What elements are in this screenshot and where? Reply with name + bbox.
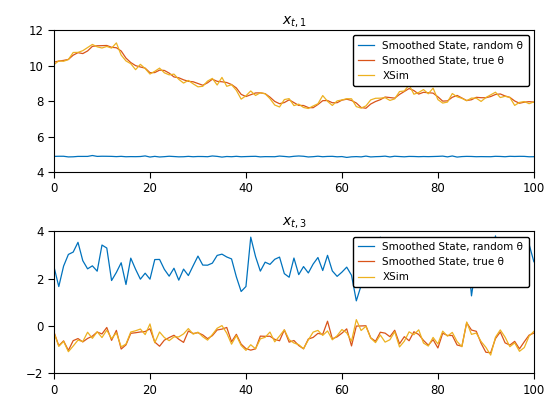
Line: Smoothed State, true θ: Smoothed State, true θ — [54, 321, 534, 353]
Smoothed State, true θ — [343, 97, 350, 102]
XSim — [420, 87, 427, 92]
Title: $x_{t,1}$: $x_{t,1}$ — [282, 15, 306, 30]
Line: Smoothed State, random θ: Smoothed State, random θ — [54, 236, 534, 301]
Smoothed State, true θ — [530, 100, 537, 105]
Smoothed State, true θ — [50, 60, 57, 65]
XSim — [84, 45, 91, 50]
Smoothed State, true θ — [276, 101, 283, 106]
XSim — [416, 327, 422, 332]
Smoothed State, random θ — [272, 257, 278, 262]
Smoothed State, random θ — [530, 259, 537, 264]
Smoothed State, true θ — [324, 319, 331, 324]
XSim — [50, 62, 57, 67]
Smoothed State, random θ — [396, 154, 403, 159]
Smoothed State, true θ — [391, 328, 398, 333]
XSim — [113, 40, 120, 45]
Smoothed State, random θ — [50, 154, 57, 159]
Line: XSim: XSim — [54, 320, 534, 355]
Smoothed State, true θ — [362, 106, 369, 111]
XSim — [353, 317, 360, 322]
Smoothed State, true θ — [84, 336, 91, 341]
Smoothed State, true θ — [50, 330, 57, 335]
Smoothed State, true θ — [416, 332, 422, 337]
Line: XSim: XSim — [54, 43, 534, 108]
Smoothed State, random θ — [343, 155, 350, 160]
Line: Smoothed State, random θ: Smoothed State, random θ — [54, 155, 534, 158]
Title: $x_{t,3}$: $x_{t,3}$ — [282, 216, 306, 231]
XSim — [391, 329, 398, 334]
XSim — [530, 329, 537, 334]
Smoothed State, random θ — [339, 270, 346, 275]
Smoothed State, random θ — [353, 298, 360, 303]
Smoothed State, random θ — [50, 264, 57, 269]
XSim — [272, 339, 278, 344]
Smoothed State, true θ — [343, 326, 350, 331]
Smoothed State, true θ — [420, 90, 427, 95]
XSim — [84, 330, 91, 335]
XSim — [50, 330, 57, 335]
Smoothed State, random θ — [276, 154, 283, 159]
Smoothed State, true θ — [84, 48, 91, 53]
XSim — [171, 334, 178, 339]
Smoothed State, random θ — [420, 154, 427, 159]
Smoothed State, random θ — [492, 234, 499, 239]
Smoothed State, random θ — [175, 154, 182, 159]
Smoothed State, true θ — [487, 350, 494, 355]
Line: Smoothed State, true θ: Smoothed State, true θ — [54, 45, 534, 108]
Legend: Smoothed State, random θ, Smoothed State, true θ, XSim: Smoothed State, random θ, Smoothed State… — [353, 35, 529, 86]
XSim — [276, 105, 283, 110]
XSim — [396, 89, 403, 94]
Smoothed State, random θ — [530, 154, 537, 159]
Smoothed State, random θ — [416, 267, 422, 272]
XSim — [339, 327, 346, 332]
XSim — [530, 100, 537, 105]
Smoothed State, random θ — [391, 265, 398, 270]
Smoothed State, random θ — [348, 154, 355, 159]
Smoothed State, true θ — [104, 43, 110, 48]
XSim — [348, 96, 355, 101]
Smoothed State, random θ — [84, 266, 91, 271]
Smoothed State, random θ — [89, 153, 96, 158]
XSim — [175, 77, 182, 82]
XSim — [305, 106, 312, 111]
XSim — [487, 352, 494, 357]
Smoothed State, true θ — [396, 92, 403, 97]
Smoothed State, random θ — [171, 266, 178, 271]
Legend: Smoothed State, random θ, Smoothed State, true θ, XSim: Smoothed State, random θ, Smoothed State… — [353, 236, 529, 287]
Smoothed State, true θ — [171, 333, 178, 338]
Smoothed State, random θ — [84, 154, 91, 159]
Smoothed State, true θ — [272, 337, 278, 342]
Smoothed State, true θ — [175, 75, 182, 80]
Smoothed State, true θ — [530, 331, 537, 336]
